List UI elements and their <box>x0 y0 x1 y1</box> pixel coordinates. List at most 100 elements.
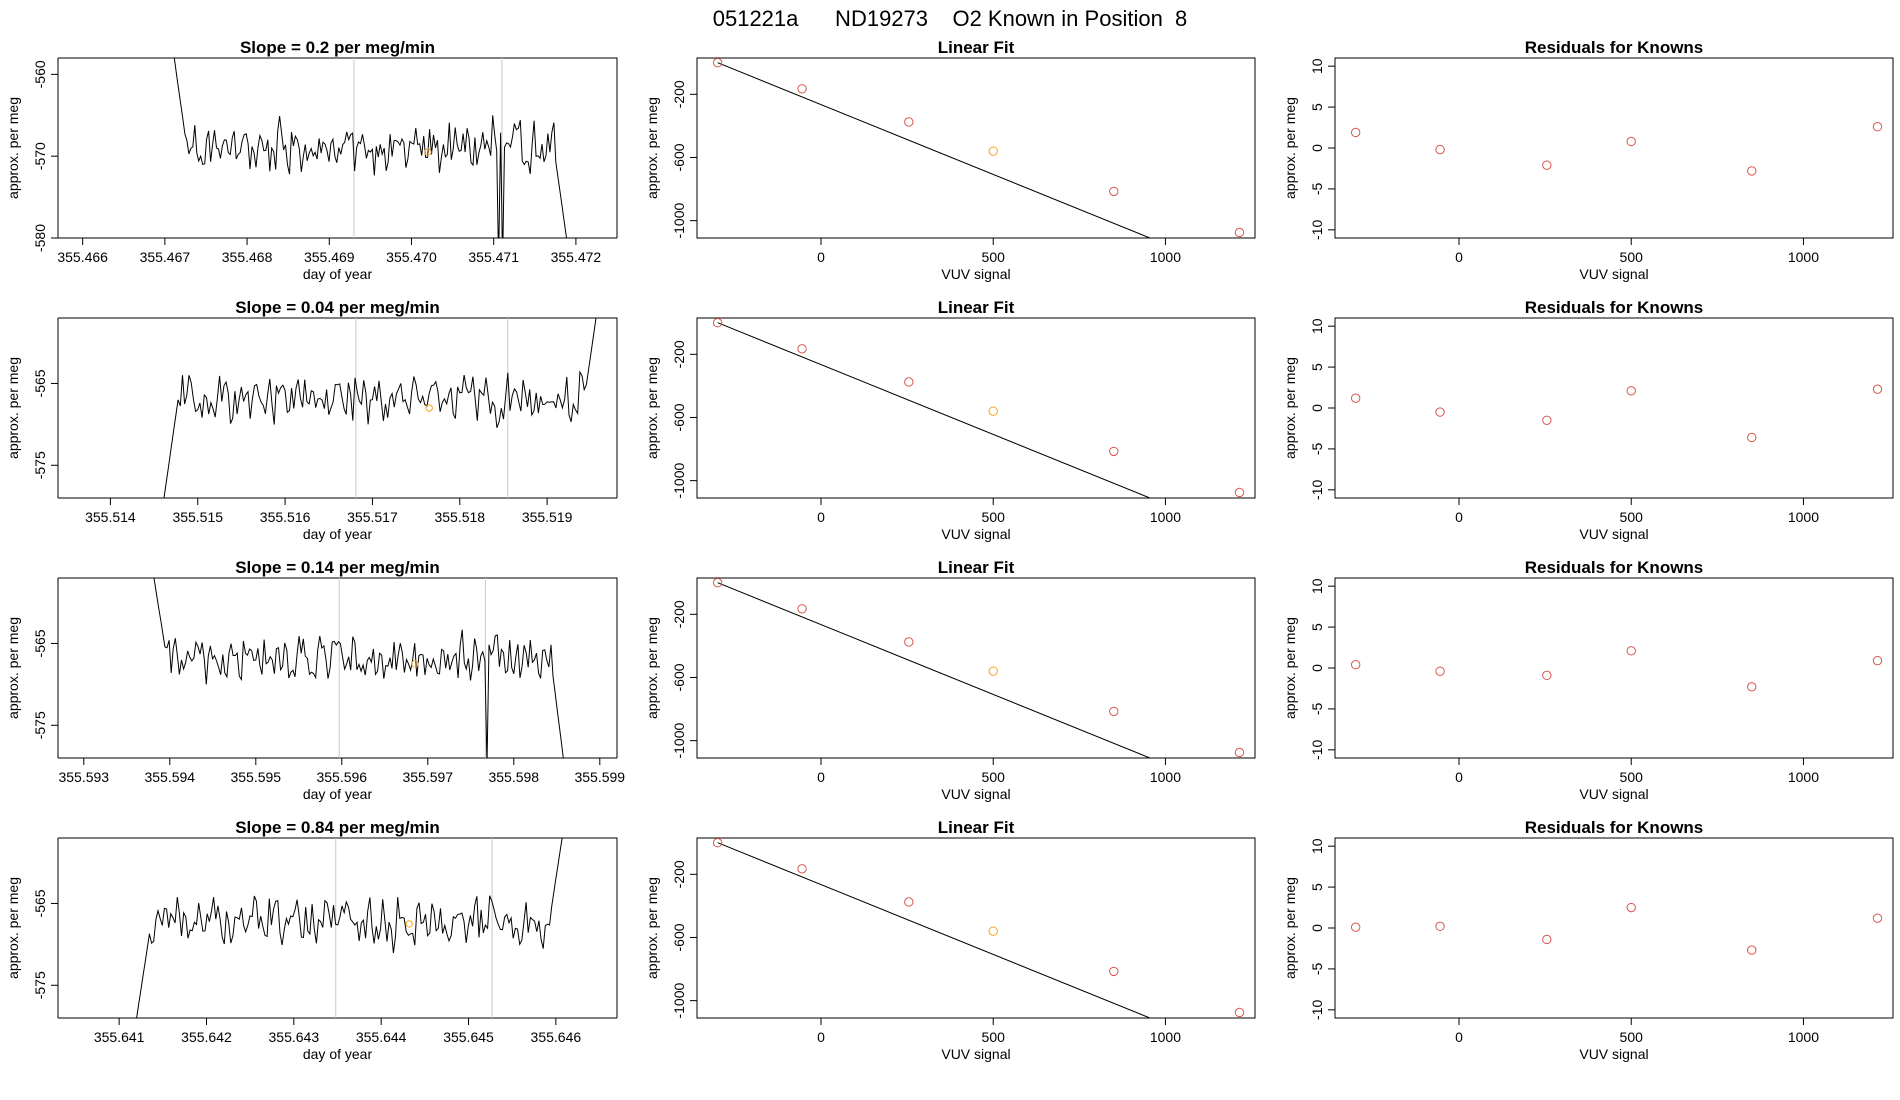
data-point <box>1872 655 1883 666</box>
y-tick-label: -200 <box>671 600 687 628</box>
x-tick-label: 355.467 <box>140 249 191 265</box>
data-point <box>1872 913 1883 923</box>
x-tick-label: 500 <box>1620 769 1644 785</box>
data-point <box>797 864 807 874</box>
y-tick-label: 0 <box>1309 144 1325 152</box>
plot-frame <box>696 317 1256 499</box>
x-tick-label: 1000 <box>1788 769 1819 785</box>
x-tick-label: 355.646 <box>531 1029 582 1045</box>
data-point <box>904 637 914 647</box>
x-tick-label: 355.643 <box>269 1029 320 1045</box>
signal-trace <box>136 838 563 1018</box>
plot-data <box>136 838 563 1018</box>
data-point <box>712 58 723 68</box>
x-tick-label: 355.595 <box>230 769 281 785</box>
fit-line <box>717 842 1152 1018</box>
data-point <box>904 377 914 387</box>
data-point <box>1109 446 1119 457</box>
plot-data <box>1350 646 1883 692</box>
data-point <box>797 344 807 354</box>
y-tick-label: -1000 <box>671 723 687 759</box>
x-tick-label: 355.597 <box>402 769 453 785</box>
sample-marker <box>424 148 432 156</box>
x-axis-label: day of year <box>303 526 373 542</box>
panel-r1-linear-fit: Linear Fit 0 500 1000 -200 -600 -1000 VUV signa… <box>644 38 1256 282</box>
y-tick-label: -10 <box>1309 999 1325 1019</box>
x-tick-label: 355.593 <box>58 769 109 785</box>
y-tick-label: -10 <box>1309 219 1325 239</box>
y-tick-label: -600 <box>671 923 687 951</box>
sample-marker <box>411 660 419 668</box>
x-axis-label: day of year <box>303 786 373 802</box>
x-tick-label: 355.596 <box>316 769 367 785</box>
fit-line <box>717 62 1152 238</box>
plot-frame <box>1334 577 1894 759</box>
x-tick-label: 0 <box>1455 249 1463 265</box>
data-point <box>904 897 914 907</box>
panel-title: Slope = 0.14 per meg/min <box>235 558 440 577</box>
x-tick-label: 355.594 <box>144 769 195 785</box>
x-tick-label: 0 <box>817 249 825 265</box>
x-tick-label: 1000 <box>1150 509 1181 525</box>
plot-data <box>1350 384 1883 443</box>
plot-frame <box>696 837 1256 1019</box>
data-point <box>1435 144 1445 155</box>
plot-data <box>712 318 1245 498</box>
x-tick-label: 355.516 <box>260 509 311 525</box>
x-tick-label: 0 <box>1455 1029 1463 1045</box>
x-tick-label: 355.519 <box>522 509 573 525</box>
y-tick-label: -575 <box>32 711 48 739</box>
plot-frame <box>58 837 618 1018</box>
x-axis-label: VUV signal <box>1579 786 1648 802</box>
y-axis-label: approx. per meg <box>1282 97 1298 199</box>
data-point <box>797 604 807 614</box>
sample-marker <box>405 920 413 928</box>
plot-frame <box>58 577 618 758</box>
data-point <box>1872 122 1883 132</box>
data-point <box>1872 384 1883 394</box>
data-point <box>1109 186 1119 197</box>
panel-title: Residuals for Knowns <box>1525 38 1704 57</box>
x-tick-label: 500 <box>982 1029 1006 1045</box>
panel-r2-linear-fit: Linear Fit 0 500 1000 -200 -600 -1000 VUV signa… <box>644 298 1256 542</box>
x-tick-label: 355.518 <box>434 509 485 525</box>
y-axis-label: approx. per meg <box>644 357 660 459</box>
data-point <box>1234 487 1245 498</box>
panel-title: Residuals for Knowns <box>1525 298 1704 317</box>
panel-r1-timeseries: Slope = 0.2 per meg/min 355.466 355.467 355… <box>5 38 618 282</box>
y-tick-label: -600 <box>671 663 687 691</box>
plot-frame <box>58 317 618 498</box>
x-tick-label: 355.466 <box>57 249 108 265</box>
plot-frame <box>696 577 1256 759</box>
y-tick-label: 10 <box>1309 838 1325 854</box>
data-point <box>1747 945 1757 955</box>
data-point <box>1109 706 1119 717</box>
y-tick-label: 0 <box>1309 664 1325 672</box>
x-tick-label: 1000 <box>1150 249 1181 265</box>
y-tick-label: 10 <box>1309 58 1325 74</box>
panel-title: Linear Fit <box>938 558 1015 577</box>
x-tick-label: 1000 <box>1150 769 1181 785</box>
data-point <box>1542 160 1552 170</box>
y-tick-label: 10 <box>1309 578 1325 594</box>
y-tick-label: -5 <box>1309 442 1325 455</box>
y-tick-label: -570 <box>32 142 48 170</box>
x-tick-label: 355.471 <box>468 249 519 265</box>
data-point <box>1234 227 1245 238</box>
x-tick-label: 355.641 <box>94 1029 145 1045</box>
data-point <box>1234 1007 1245 1018</box>
highlight-point <box>988 666 998 676</box>
y-axis-label: approx. per meg <box>1282 357 1298 459</box>
y-tick-label: -1000 <box>671 463 687 499</box>
y-tick-label: -600 <box>671 143 687 171</box>
plot-frame <box>1334 317 1894 499</box>
y-axis-label: approx. per meg <box>5 357 21 459</box>
x-tick-label: 355.468 <box>222 249 273 265</box>
data-point <box>1626 136 1636 147</box>
plot-frame <box>696 57 1256 239</box>
panel-title: Residuals for Knowns <box>1525 558 1704 577</box>
y-tick-label: -565 <box>32 369 48 397</box>
data-point <box>1747 432 1757 443</box>
signal-trace <box>153 578 564 758</box>
